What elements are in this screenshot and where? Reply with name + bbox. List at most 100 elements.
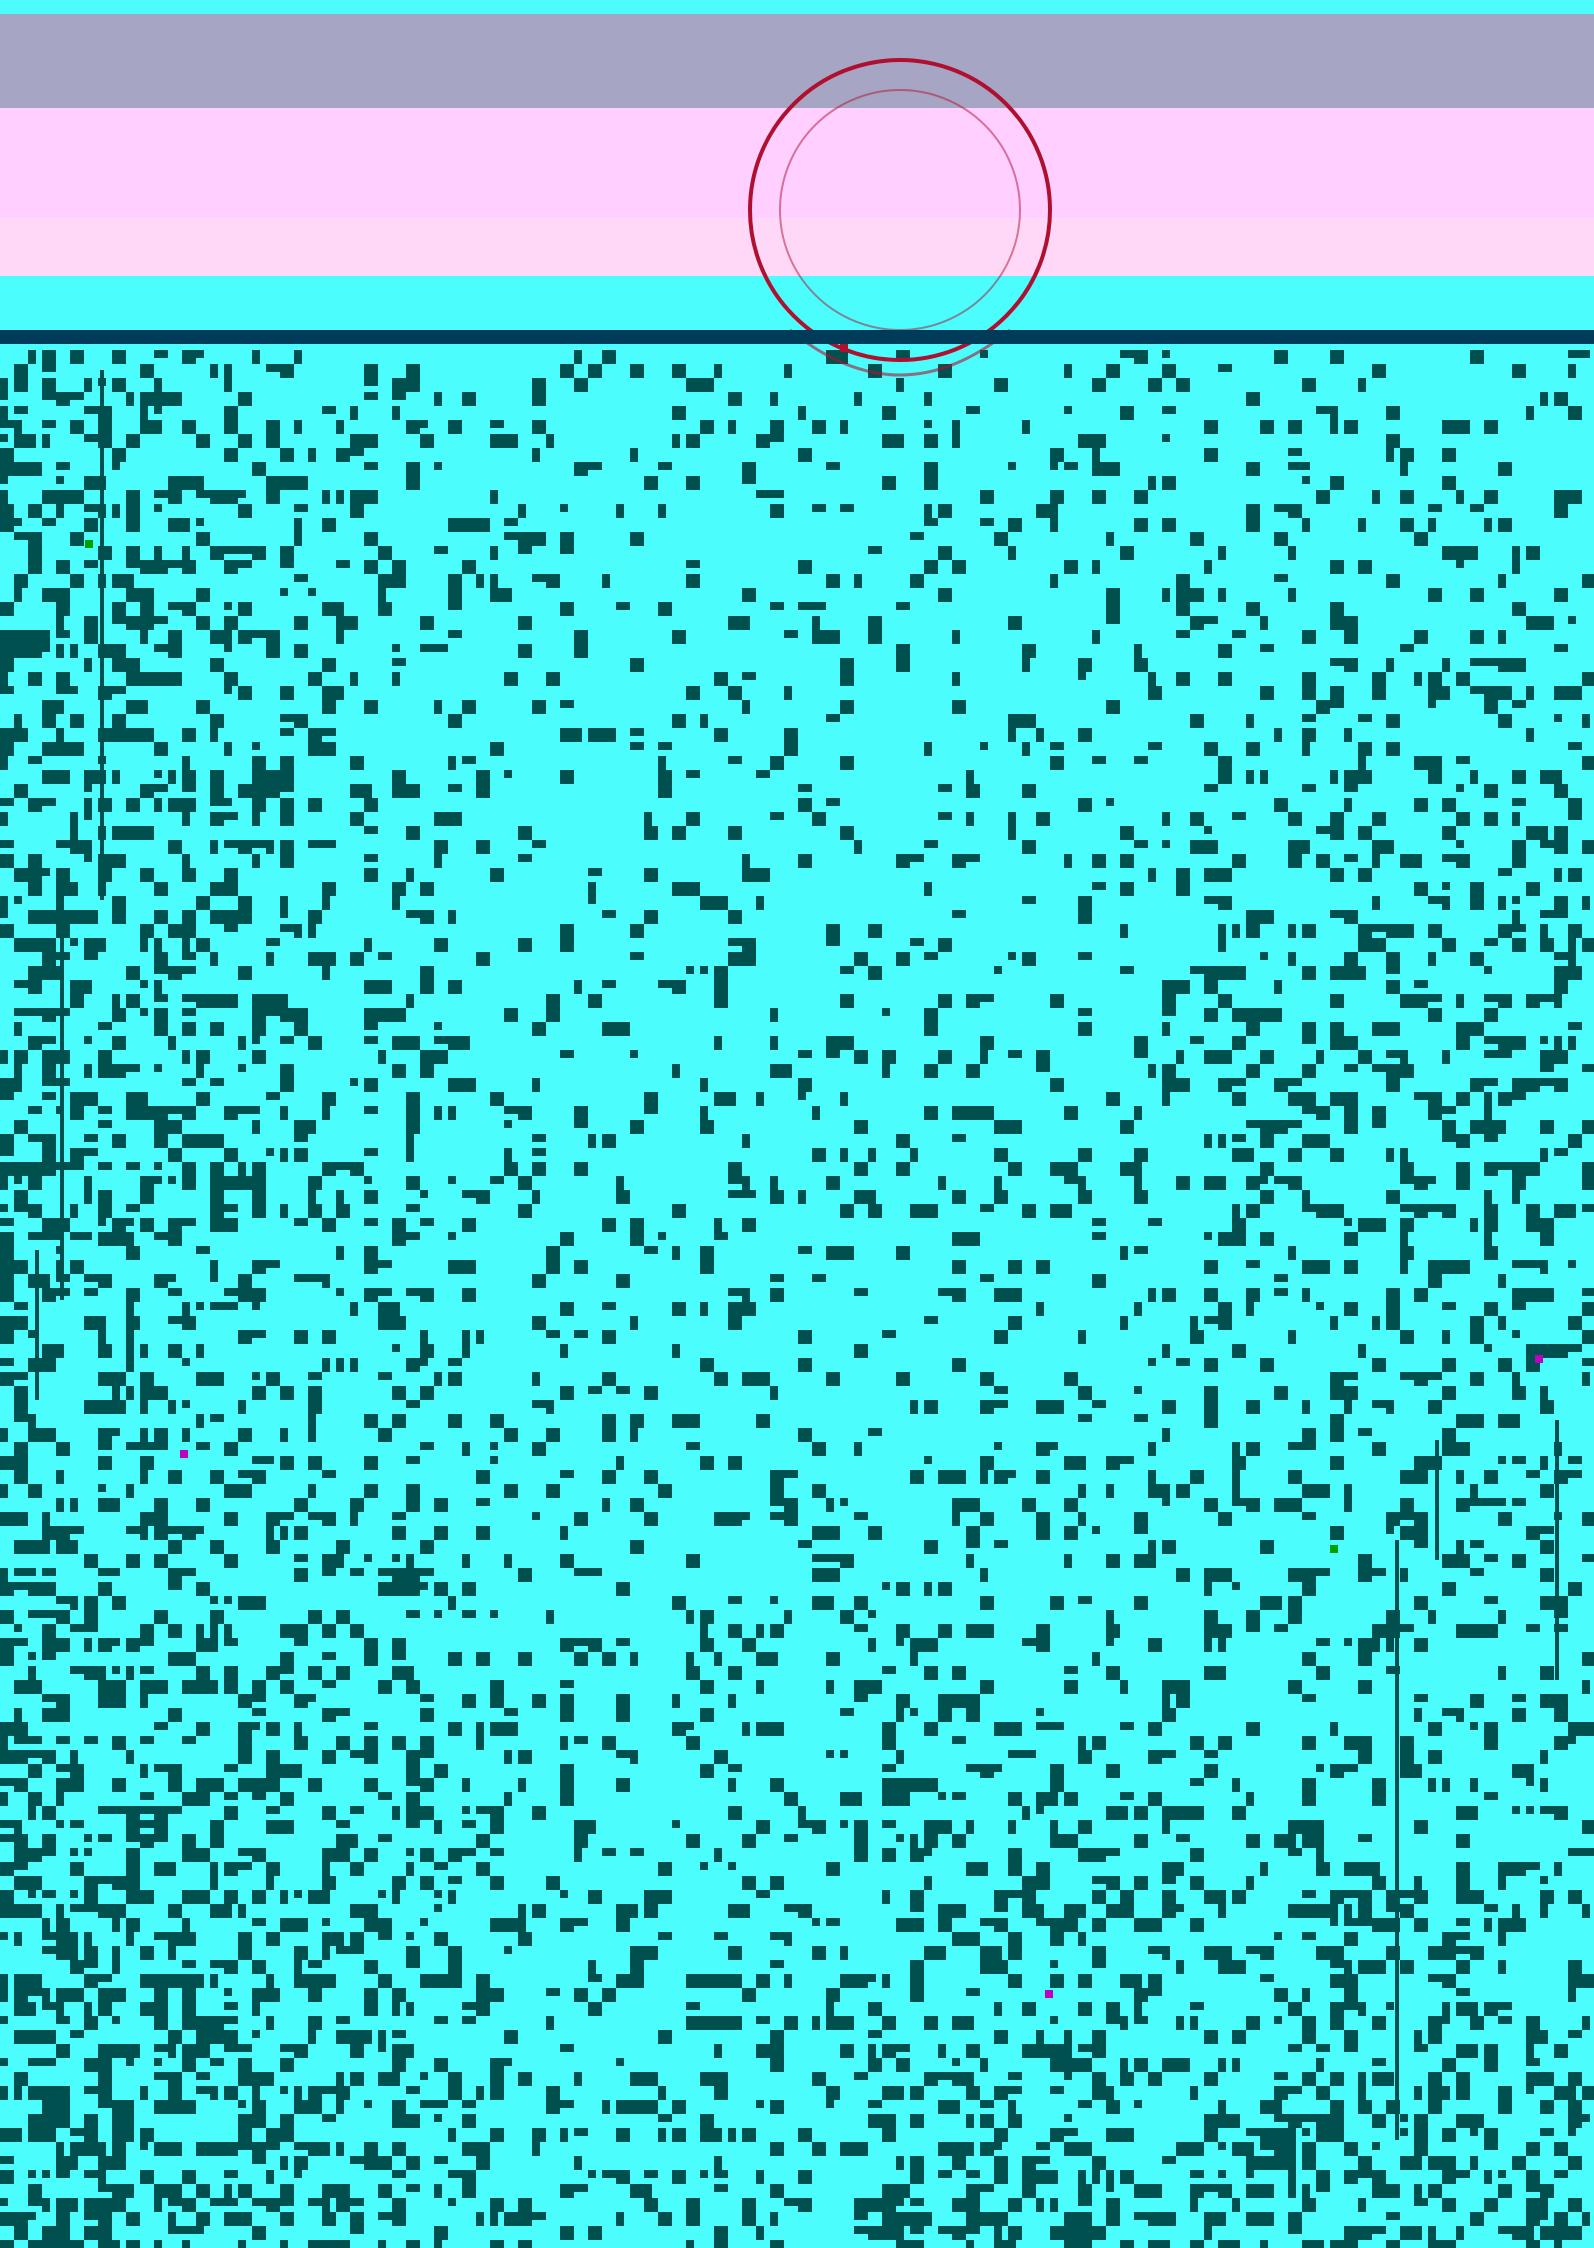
- noise-pixel: [1008, 1722, 1022, 1736]
- noise-pixel: [280, 476, 294, 490]
- noise-pixel: [1134, 1918, 1148, 1932]
- noise-pixel: [700, 1260, 714, 1274]
- noise-pixel: [616, 1918, 630, 1932]
- noise-pixel: [1428, 686, 1442, 700]
- noise-pixel: [434, 1890, 442, 1898]
- noise-pixel: [1484, 1302, 1498, 1316]
- noise-pixel: [70, 994, 84, 1008]
- noise-pixel: [798, 406, 806, 420]
- noise-pixel: [742, 1904, 750, 1918]
- noise-pixel: [812, 1442, 826, 1456]
- noise-pixel: [1008, 1750, 1022, 1758]
- noise-pixel: [1288, 812, 1302, 826]
- noise-pixel: [1204, 1050, 1218, 1064]
- noise-pixel: [322, 742, 336, 756]
- noise-pixel: [1246, 1610, 1260, 1624]
- noise-pixel: [1078, 1176, 1086, 1190]
- noise-pixel: [126, 2212, 140, 2226]
- noise-pixel: [1554, 826, 1568, 840]
- noise-pixel: [462, 1288, 476, 1302]
- noise-pixel: [420, 882, 434, 896]
- noise-pixel: [1022, 420, 1030, 434]
- noise-pixel: [938, 1624, 952, 1638]
- noise-pixel: [728, 2016, 742, 2030]
- noise-pixel: [560, 924, 574, 938]
- noise-pixel: [154, 1064, 162, 1072]
- noise-pixel: [14, 1820, 22, 1834]
- noise-pixel: [0, 1988, 8, 2002]
- noise-pixel: [1358, 560, 1372, 574]
- noise-pixel: [364, 1722, 378, 1730]
- noise-pixel: [490, 1456, 498, 1464]
- noise-pixel: [1456, 2072, 1470, 2086]
- noise-pixel: [126, 1848, 140, 1862]
- noise-pixel: [1498, 1092, 1512, 1106]
- noise-pixel: [42, 2100, 56, 2114]
- noise-pixel: [210, 784, 224, 798]
- noise-pixel: [980, 994, 994, 1002]
- noise-pixel: [1386, 1904, 1400, 1912]
- noise-pixel: [1092, 1736, 1106, 1750]
- noise-pixel: [392, 658, 406, 666]
- noise-pixel: [1512, 1554, 1526, 1568]
- noise-pixel: [924, 1820, 938, 1834]
- noise-pixel: [1162, 518, 1176, 532]
- noise-pixel: [1540, 910, 1554, 918]
- noise-pixel: [196, 1526, 204, 1534]
- noise-pixel: [784, 1974, 792, 1988]
- noise-pixel: [266, 938, 280, 946]
- noise-pixel: [154, 1274, 168, 1288]
- noise-pixel: [364, 434, 378, 448]
- noise-pixel: [378, 1316, 392, 1330]
- noise-pixel: [434, 2226, 448, 2240]
- noise-pixel: [224, 420, 238, 434]
- noise-pixel: [1148, 1946, 1162, 1954]
- noise-pixel: [1078, 1190, 1092, 1204]
- noise-pixel: [1456, 994, 1464, 1008]
- noise-pixel: [84, 1176, 92, 1190]
- noise-pixel: [966, 1106, 980, 1120]
- noise-pixel: [602, 1652, 616, 1666]
- noise-pixel: [308, 1484, 316, 1498]
- noise-pixel: [686, 1652, 694, 1666]
- noise-pixel: [1064, 2058, 1078, 2072]
- noise-pixel: [1358, 1890, 1372, 1904]
- noise-pixel: [350, 2226, 364, 2234]
- noise-pixel: [882, 1820, 896, 1828]
- noise-pixel: [588, 1638, 602, 1652]
- noise-pixel: [1092, 2226, 1106, 2240]
- noise-pixel: [1008, 546, 1016, 560]
- noise-pixel: [126, 616, 140, 630]
- noise-pixel: [154, 504, 162, 512]
- noise-pixel: [420, 1736, 434, 1750]
- noise-pixel: [56, 1638, 70, 1652]
- noise-pixel: [238, 1274, 252, 1288]
- noise-pixel: [14, 2002, 28, 2016]
- noise-pixel: [448, 518, 462, 532]
- noise-pixel: [756, 434, 770, 448]
- noise-pixel: [756, 1414, 770, 1428]
- noise-pixel: [56, 2100, 70, 2114]
- noise-pixel: [770, 392, 778, 406]
- noise-pixel: [56, 630, 70, 638]
- noise-pixel: [742, 672, 756, 680]
- noise-pixel: [1526, 2198, 1540, 2212]
- noise-pixel: [1512, 896, 1520, 904]
- noise-pixel: [182, 1680, 196, 1694]
- noise-pixel: [252, 756, 266, 770]
- noise-pixel: [140, 1820, 154, 1828]
- noise-pixel: [1428, 700, 1436, 708]
- noise-pixel: [0, 658, 14, 672]
- noise-pixel: [1302, 1442, 1316, 1450]
- noise-pixel: [1498, 1932, 1506, 1946]
- noise-pixel: [1162, 1498, 1170, 1506]
- noise-pixel: [56, 1442, 70, 1456]
- noise-pixel: [518, 1778, 526, 1792]
- noise-pixel: [1162, 1820, 1170, 1834]
- noise-pixel: [154, 1862, 168, 1876]
- noise-pixel: [1022, 2156, 1036, 2170]
- noise-pixel: [462, 1820, 476, 1828]
- noise-pixel: [1540, 1050, 1554, 1064]
- noise-pixel: [1400, 2156, 1414, 2170]
- noise-pixel: [756, 490, 770, 498]
